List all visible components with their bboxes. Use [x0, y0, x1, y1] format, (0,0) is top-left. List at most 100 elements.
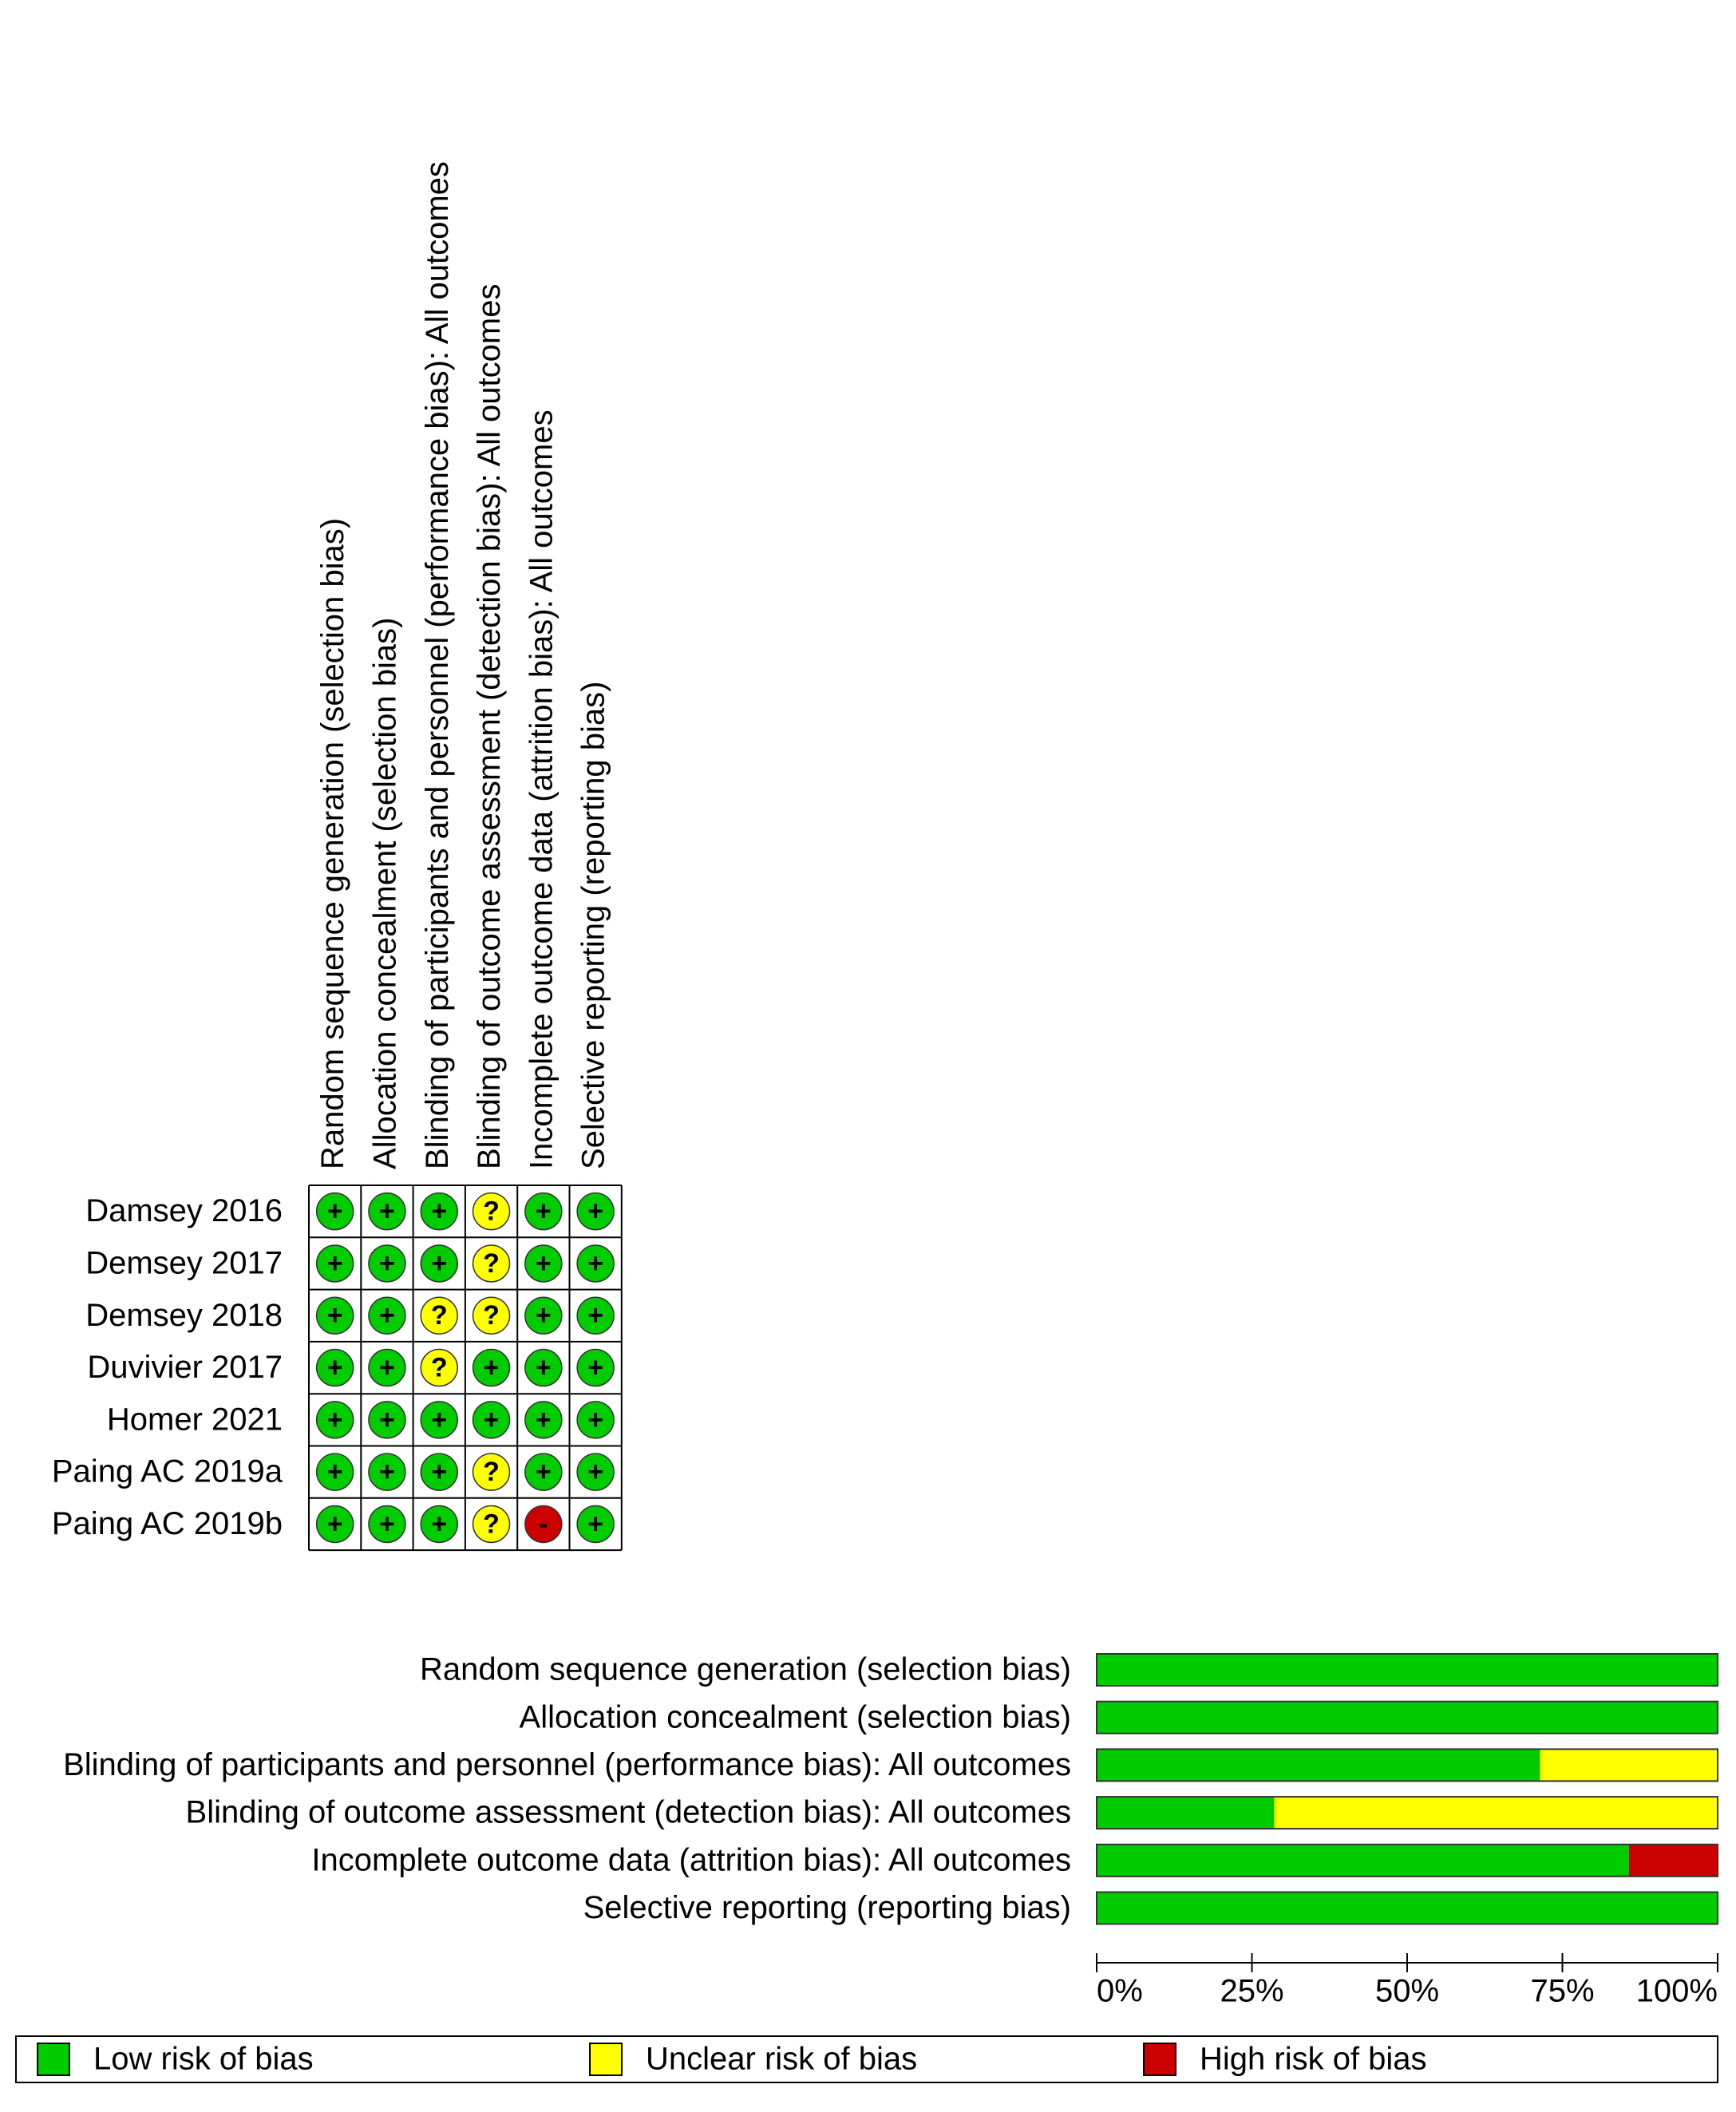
judgement-symbol: + [587, 1353, 603, 1383]
judgement-circle [576, 1401, 615, 1439]
judgement-circle [472, 1401, 511, 1439]
bar-segment [1097, 1654, 1718, 1686]
bar-segment [1097, 1749, 1540, 1782]
study-label: Demsey 2017 [85, 1246, 283, 1281]
judgement-circle [368, 1296, 406, 1335]
judgement-symbol: + [327, 1457, 343, 1487]
bar-outline [1096, 1891, 1718, 1925]
judgement-circle [315, 1453, 354, 1491]
category-label: Selective reporting (reporting bias) [583, 1890, 1071, 1925]
category-label: Incomplete outcome data (attrition bias)… [311, 1842, 1071, 1877]
judgement-symbol: + [431, 1457, 447, 1487]
judgement-symbol: + [379, 1300, 395, 1331]
x-tick-label: 0% [1097, 1974, 1143, 2009]
category-label: Allocation concealment (selection bias) [520, 1699, 1071, 1734]
judgement-circle [315, 1505, 354, 1544]
judgement-circle [524, 1401, 563, 1439]
judgement-symbol: ? [483, 1196, 500, 1227]
column-header: Blinding of outcome assessment (detectio… [472, 284, 507, 1169]
judgement-symbol: + [327, 1196, 343, 1227]
bar-outline [1096, 1653, 1718, 1687]
judgement-symbol: + [327, 1405, 343, 1435]
judgement-symbol: + [536, 1353, 552, 1383]
judgement-symbol: + [587, 1248, 603, 1279]
judgement-symbol: ? [483, 1457, 500, 1487]
x-tick-label: 50% [1375, 1974, 1439, 2009]
judgement-symbol: + [327, 1353, 343, 1383]
judgement-symbol: + [587, 1405, 603, 1435]
judgement-symbol: + [536, 1248, 552, 1279]
judgement-circle [576, 1296, 615, 1335]
judgement-circle [315, 1348, 354, 1387]
judgement-symbol: + [327, 1248, 343, 1279]
judgement-circle [472, 1505, 511, 1544]
judgement-circle [315, 1296, 354, 1335]
bar-segment [1097, 1892, 1718, 1924]
judgement-symbol: + [536, 1300, 552, 1331]
x-tick-label: 100% [1636, 1974, 1718, 2009]
bar-outline [1096, 1843, 1718, 1877]
judgement-circle [420, 1348, 458, 1387]
judgement-symbol: + [587, 1457, 603, 1487]
judgement-circle [420, 1244, 458, 1283]
legend-swatch [37, 2043, 70, 2076]
judgement-symbol: + [327, 1300, 343, 1331]
judgement-symbol: + [379, 1509, 395, 1539]
x-tick-label: 75% [1530, 1974, 1594, 2009]
judgement-circle [472, 1244, 511, 1283]
study-label: Paing AC 2019a [52, 1454, 283, 1489]
category-label: Blinding of participants and personnel (… [63, 1747, 1071, 1782]
judgement-circle [420, 1453, 458, 1491]
judgement-symbol: ? [483, 1248, 500, 1279]
legend-label: High risk of bias [1200, 2042, 1427, 2077]
judgement-circle [524, 1505, 563, 1544]
bar-outline [1096, 1796, 1718, 1830]
judgement-symbol: + [536, 1196, 552, 1227]
judgement-symbol: + [536, 1405, 552, 1435]
bar-segment [1097, 1844, 1629, 1877]
judgement-circle [368, 1505, 406, 1544]
judgement-circle [368, 1348, 406, 1387]
category-label: Blinding of outcome assessment (detectio… [186, 1795, 1071, 1830]
bar-segment [1540, 1749, 1718, 1782]
judgement-circle [472, 1348, 511, 1387]
judgement-circle [315, 1401, 354, 1439]
bar-outline [1096, 1700, 1718, 1734]
judgement-symbol: + [327, 1509, 343, 1539]
judgement-circle [368, 1453, 406, 1491]
bar-segment [1628, 1844, 1718, 1877]
judgement-symbol: + [587, 1509, 603, 1539]
judgement-circle [576, 1348, 615, 1387]
legend-box [15, 2035, 1718, 2083]
judgement-symbol: + [484, 1353, 500, 1383]
judgement-symbol: + [379, 1248, 395, 1279]
bar-outline [1096, 1748, 1718, 1782]
judgement-circle [524, 1192, 563, 1231]
judgement-circle [368, 1192, 406, 1231]
study-label: Paing AC 2019b [52, 1506, 283, 1541]
study-label: Duvivier 2017 [87, 1350, 283, 1385]
judgement-symbol: + [431, 1248, 447, 1279]
column-header: Selective reporting (reporting bias) [576, 682, 611, 1169]
judgement-symbol: + [379, 1457, 395, 1487]
judgement-circle [524, 1348, 563, 1387]
judgement-circle [472, 1453, 511, 1491]
judgement-symbol: ? [483, 1300, 500, 1331]
judgement-circle [576, 1453, 615, 1491]
judgement-symbol: + [431, 1509, 447, 1539]
judgement-symbol: + [379, 1196, 395, 1227]
x-tick-label: 25% [1220, 1974, 1283, 2009]
judgement-circle [420, 1401, 458, 1439]
judgement-circle [315, 1192, 354, 1231]
judgement-symbol: + [431, 1405, 447, 1435]
judgement-circle [472, 1296, 511, 1335]
study-label: Demsey 2018 [85, 1298, 283, 1333]
judgement-circle [420, 1505, 458, 1544]
column-header: Incomplete outcome data (attrition bias)… [524, 409, 559, 1169]
judgement-circle [420, 1192, 458, 1231]
judgement-circle [524, 1453, 563, 1491]
judgement-symbol: ? [483, 1509, 500, 1539]
bar-segment [1097, 1701, 1718, 1734]
judgement-circle [472, 1192, 511, 1231]
